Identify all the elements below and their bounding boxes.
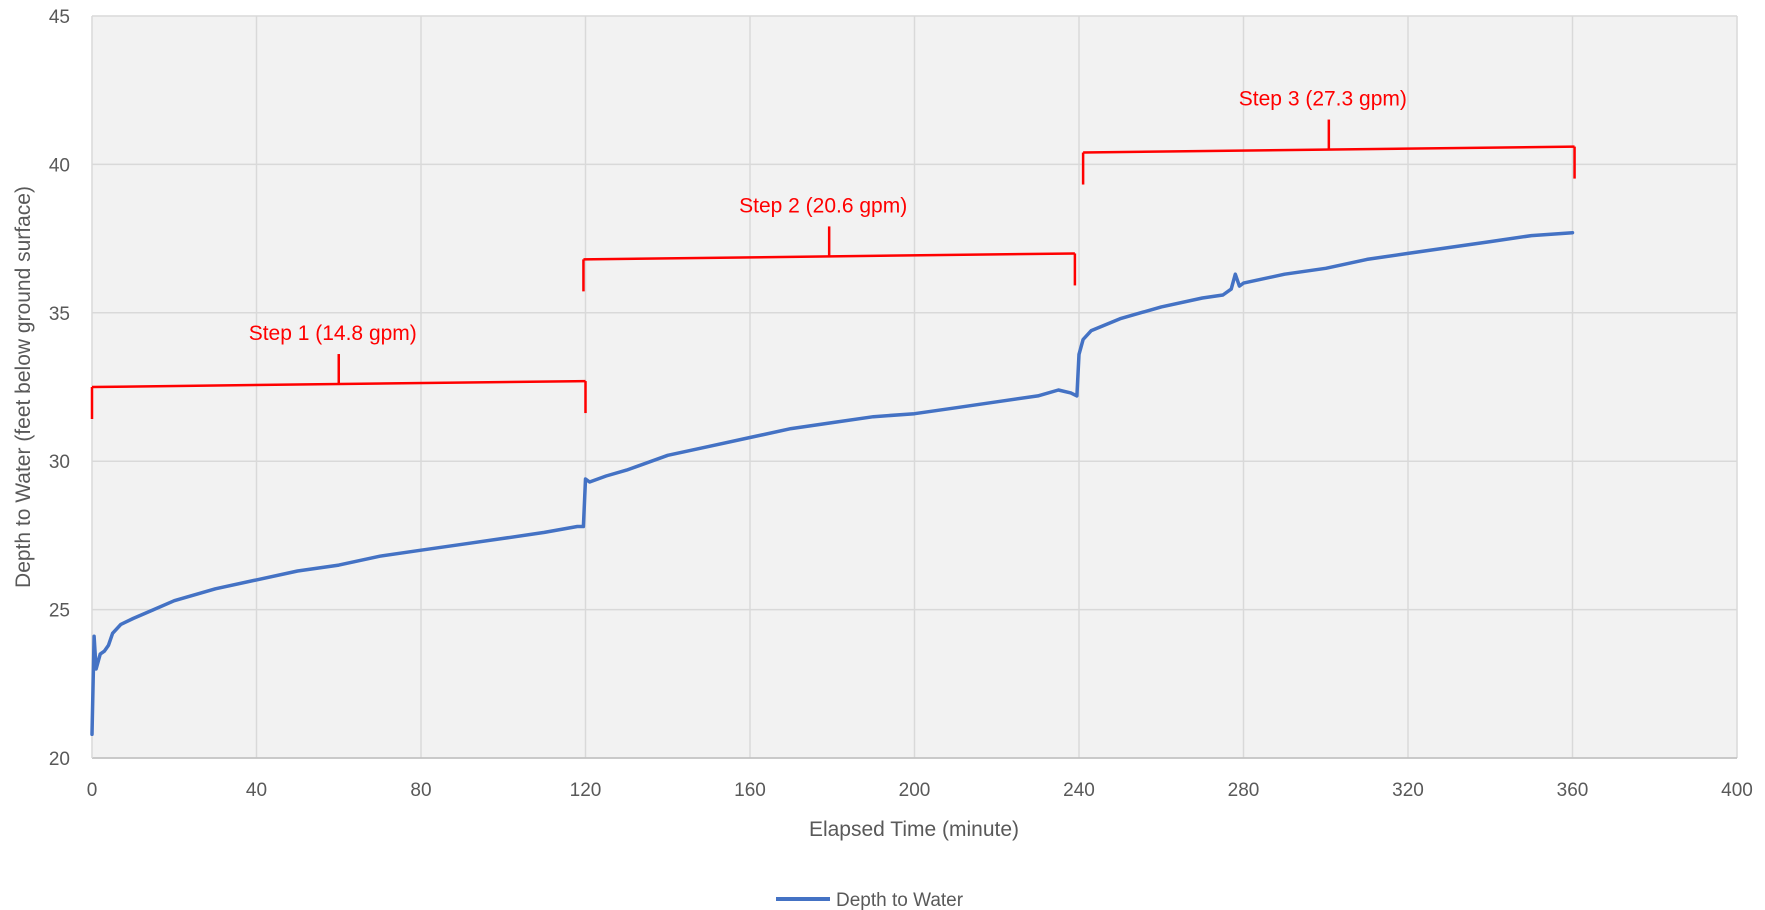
step-label: Step 3 (27.3 gpm) <box>1239 88 1407 111</box>
gridlines <box>91 15 1738 759</box>
x-tick-label: 360 <box>1557 780 1589 801</box>
x-tick-label: 0 <box>87 780 98 801</box>
x-tick-label: 200 <box>899 780 931 801</box>
x-tick-label: 120 <box>570 780 602 801</box>
x-tick-label: 160 <box>734 780 766 801</box>
y-tick-label: 45 <box>49 7 70 28</box>
series-line-depth-to-water <box>90 230 1575 737</box>
legend: Depth to Water <box>776 890 964 910</box>
step-label: Step 2 (20.6 gpm) <box>739 194 907 217</box>
x-tick-label: 400 <box>1721 780 1753 801</box>
legend-label: Depth to Water <box>836 890 964 910</box>
y-tick-label: 35 <box>49 304 70 325</box>
step-bracket: Step 3 (27.3 gpm) <box>1081 88 1576 185</box>
step-bracket: Step 2 (20.6 gpm) <box>582 194 1077 292</box>
x-tick-label: 240 <box>1063 780 1095 801</box>
x-tick-label: 40 <box>246 780 267 801</box>
y-tick-label: 40 <box>49 155 70 176</box>
series-layer <box>90 230 1575 737</box>
x-tick-label: 280 <box>1228 780 1260 801</box>
step-label: Step 1 (14.8 gpm) <box>249 322 417 345</box>
y-tick-label: 30 <box>49 452 70 473</box>
bracket-top-line <box>583 252 1075 261</box>
x-axis-title: Elapsed Time (minute) <box>809 818 1019 841</box>
tick-labels: 20 25 30 35 40 45 0 40 80 120 160 200 240 280 320 360 40… <box>49 7 1753 801</box>
y-axis-title: Depth to Water (feet below ground surfac… <box>12 186 35 588</box>
x-tick-label: 320 <box>1392 780 1424 801</box>
y-tick-label: 20 <box>49 749 70 770</box>
annotations-layer: Step 1 (14.8 gpm) Step 2 (20.6 gpm) Step 3… <box>90 88 1576 419</box>
y-tick-label: 25 <box>49 601 70 622</box>
x-tick-label: 80 <box>410 780 431 801</box>
step-bracket: Step 1 (14.8 gpm) <box>90 322 587 419</box>
